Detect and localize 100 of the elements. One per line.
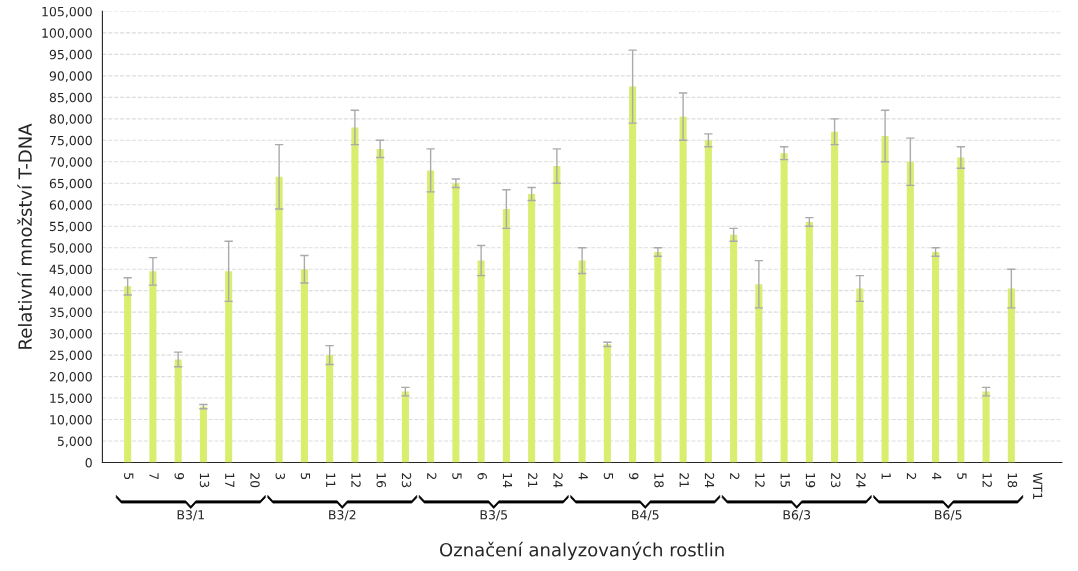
bar [831, 131, 839, 463]
bar [528, 194, 536, 463]
x-tick-label: 12 [982, 473, 992, 487]
bar [275, 176, 283, 463]
bar [730, 234, 738, 463]
y-tick-label: 10,000 [50, 415, 92, 426]
bar [603, 344, 611, 463]
x-tick-label: 19 [805, 473, 816, 488]
y-tick-label: 85,000 [49, 92, 92, 104]
bar [401, 391, 409, 463]
bar [300, 269, 308, 463]
x-tick-label: 17 [225, 473, 235, 488]
x-tick-label: 21 [528, 473, 538, 487]
text: B3/1 [177, 510, 204, 521]
bar [326, 355, 334, 463]
bar [906, 161, 914, 463]
bar [376, 148, 384, 463]
x-tick-label: 3 [275, 473, 285, 480]
y-axis-title: Relativní množství T-DNA [17, 123, 32, 349]
y-tick-label: 45,000 [49, 264, 92, 276]
y-tick-label: 35,000 [49, 307, 92, 319]
x-tick-label: 4 [578, 472, 588, 480]
x-tick-label: 5 [957, 473, 967, 480]
y-tick-label: 20,000 [49, 372, 92, 383]
text: B4/5 [632, 510, 659, 521]
x-tick-label: 21 [679, 473, 689, 487]
bar [805, 221, 813, 463]
y-tick-label: 5,000 [57, 436, 92, 448]
bar [199, 406, 207, 463]
bar [654, 252, 662, 463]
bar [225, 271, 233, 463]
y-tick-label: 15,000 [50, 393, 92, 405]
bar [881, 136, 889, 463]
x-tick-label: 12 [755, 473, 765, 487]
x-tick-label: 15 [780, 473, 790, 488]
y-tick-label: 105,000 [42, 6, 92, 18]
bar [780, 153, 788, 463]
bar [982, 391, 990, 463]
text: B6/5 [935, 510, 962, 521]
y-tick-label: 50,000 [49, 243, 92, 254]
x-tick-label: 11 [326, 473, 336, 487]
y-tick-label: 100,000 [42, 28, 92, 40]
y-tick-label: 30,000 [49, 329, 92, 340]
y-tick-label: 60,000 [49, 200, 92, 211]
x-tick-label: 13 [199, 473, 210, 488]
y-tick-label: 95,000 [49, 49, 92, 61]
bar [856, 288, 864, 463]
x-tick-label: 9 [174, 473, 184, 480]
x-tick-label: 1 [881, 473, 891, 480]
bar [149, 271, 157, 463]
bar [679, 116, 687, 463]
bar [502, 209, 510, 463]
x-tick-label: 9 [628, 473, 639, 480]
y-tick-label: 40,000 [49, 286, 92, 297]
x-tick-label: 5 [603, 473, 614, 480]
bar [1007, 288, 1015, 463]
x-tick-label: 23 [830, 473, 841, 488]
bar [704, 140, 712, 463]
x-tick-label: 4 [932, 472, 942, 480]
x-tick-label: 23 [401, 473, 412, 488]
y-tick-label: 80,000 [49, 114, 92, 126]
x-tick-label: 5 [124, 473, 134, 480]
x-tick-label: 5 [452, 473, 462, 480]
x-tick-label: 2 [906, 473, 917, 479]
x-tick-label: 5 [300, 473, 311, 480]
x-tick-label: 12 [351, 473, 361, 487]
x-tick-label: 16 [376, 473, 386, 488]
x-axis-title: Označení analyzovaných rostlin [440, 541, 724, 561]
y-tick-label: 90,000 [49, 71, 92, 83]
bar [932, 252, 940, 463]
bar [629, 86, 637, 463]
bar [124, 286, 132, 463]
bar [174, 359, 182, 463]
y-tick-label: 75,000 [49, 135, 92, 147]
bar [755, 284, 763, 463]
bar [553, 166, 561, 463]
x-tick-label: 18 [1007, 473, 1018, 488]
x-tick-label: 7 [149, 473, 159, 480]
bar [351, 127, 359, 463]
x-tick-label: 18 [654, 473, 664, 488]
text: B6/3 [783, 510, 811, 521]
y-tick-label: 65,000 [49, 178, 92, 190]
y-tick-label: 70,000 [49, 157, 92, 168]
x-tick-label: 24 [553, 473, 563, 488]
x-tick-label: 2 [427, 473, 437, 479]
x-tick-label: 20 [250, 473, 260, 488]
bar [452, 183, 460, 463]
x-tick-label: 24 [856, 473, 866, 488]
text: B3/2 [329, 510, 356, 521]
bar [427, 170, 435, 463]
y-tick-label: 25,000 [49, 350, 92, 362]
text: B3/5 [480, 510, 508, 521]
x-tick-label: 14 [502, 473, 513, 488]
x-tick-label: WT1 [1033, 472, 1043, 500]
x-tick-label: 6 [477, 473, 487, 480]
bar [957, 157, 965, 463]
y-tick-label: 0 [85, 457, 92, 468]
bar [477, 260, 485, 463]
x-tick-label: 2 [730, 473, 740, 479]
bar [578, 260, 586, 463]
